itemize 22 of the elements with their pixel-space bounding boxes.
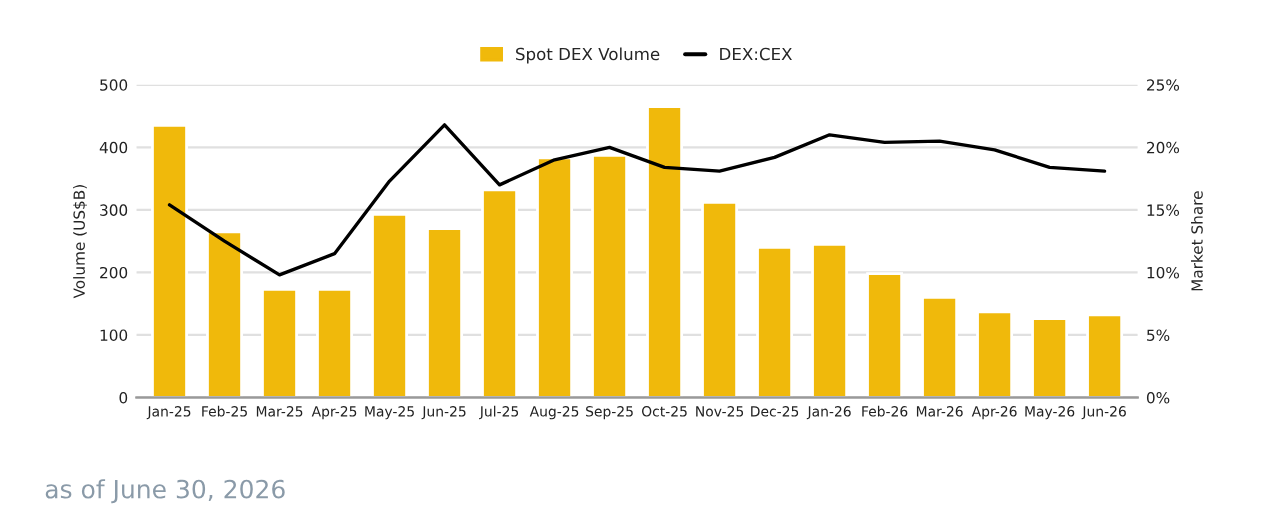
bar — [976, 310, 1014, 398]
bar — [646, 105, 683, 398]
bar — [756, 246, 794, 398]
bar — [371, 212, 408, 398]
bar — [866, 272, 904, 398]
line-series — [167, 123, 1107, 277]
bar — [426, 227, 463, 398]
bar — [921, 296, 959, 398]
text: as of June 30, 2026 — [45, 479, 285, 504]
bar — [261, 287, 298, 398]
bar — [481, 188, 518, 398]
bar — [1031, 317, 1069, 398]
bar — [316, 287, 353, 398]
bar — [536, 156, 573, 398]
legend-label: DEX:CEX — [720, 47, 792, 61]
bar — [206, 230, 243, 398]
bar — [591, 154, 628, 398]
bar — [1086, 313, 1124, 398]
bar — [811, 242, 849, 398]
bar — [701, 200, 738, 398]
legend-label: Spot DEX Volume — [516, 47, 660, 64]
bar — [151, 124, 188, 398]
